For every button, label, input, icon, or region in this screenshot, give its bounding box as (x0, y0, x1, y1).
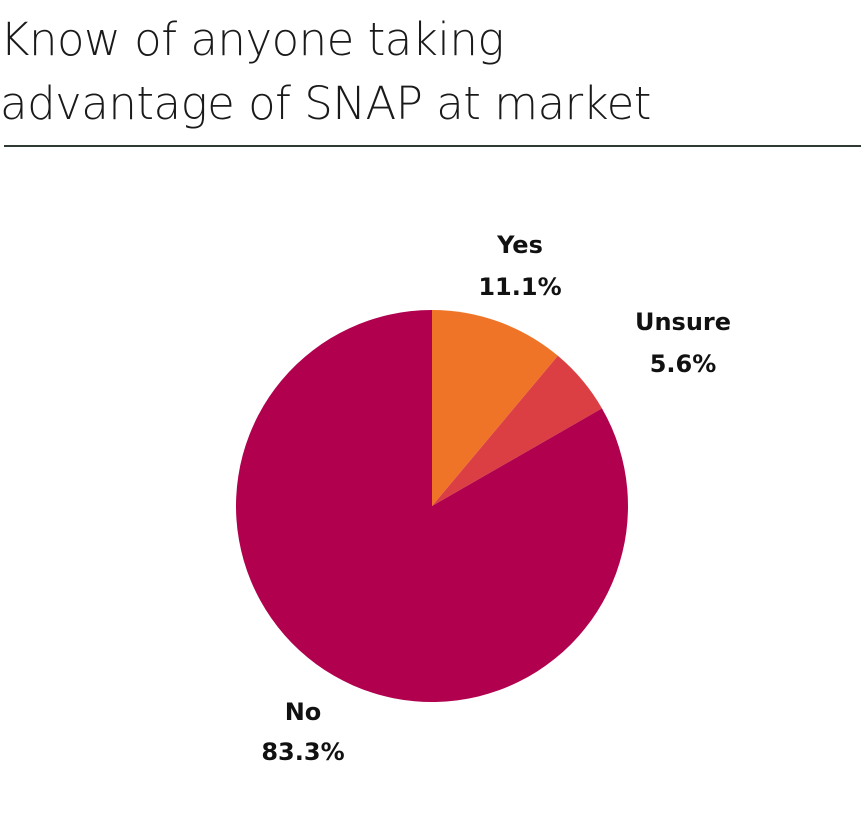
title-divider (4, 145, 861, 147)
chart-title-line-2: advantage of SNAP at market (0, 77, 651, 130)
pie-labels: Yes 11.1% Unsure 5.6% No 83.3% (261, 231, 731, 766)
chart-title: Know of anyone taking advantage of SNAP … (0, 8, 861, 136)
chart-title-line-1: Know of anyone taking (0, 13, 504, 66)
pie-slice-unsure (432, 355, 602, 506)
pie-slice-no (236, 310, 629, 702)
slice-category-label-no: No (285, 698, 322, 726)
slice-value-label-unsure: 5.6% (650, 350, 717, 378)
pie-slice-yes (432, 310, 558, 506)
pie-slices (236, 310, 629, 702)
slice-category-label-unsure: Unsure (635, 308, 731, 336)
slice-value-label-yes: 11.1% (478, 273, 561, 301)
slice-value-label-no: 83.3% (261, 738, 344, 766)
slice-category-label-yes: Yes (496, 231, 543, 259)
